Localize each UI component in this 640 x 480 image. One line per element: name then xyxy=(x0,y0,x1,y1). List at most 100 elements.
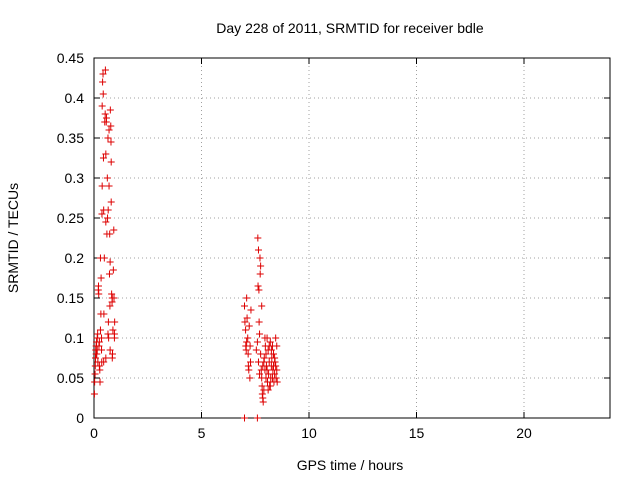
data-point xyxy=(98,102,106,110)
data-point xyxy=(110,330,118,338)
y-tick-label: 0.3 xyxy=(65,170,85,186)
data-point xyxy=(107,158,115,166)
data-point xyxy=(265,342,273,350)
data-point xyxy=(98,210,106,218)
data-point xyxy=(259,398,267,406)
data-point xyxy=(90,390,98,398)
data-point xyxy=(257,262,265,270)
data-point xyxy=(96,366,104,374)
data-point xyxy=(106,230,114,238)
data-point xyxy=(106,258,114,266)
data-point xyxy=(104,134,112,142)
grid-lines xyxy=(94,58,610,418)
data-point xyxy=(91,370,99,378)
data-point xyxy=(268,374,276,382)
data-point xyxy=(244,334,252,342)
data-point xyxy=(99,70,107,78)
data-point xyxy=(102,150,110,158)
data-point xyxy=(103,174,111,182)
data-point xyxy=(267,346,275,354)
data-point xyxy=(111,318,119,326)
data-point xyxy=(106,106,114,114)
data-point xyxy=(101,110,109,118)
data-point xyxy=(108,294,116,302)
data-point xyxy=(271,354,279,362)
data-point xyxy=(256,370,264,378)
data-point xyxy=(241,302,248,310)
data-point xyxy=(256,254,264,262)
data-point xyxy=(108,290,116,298)
data-point xyxy=(96,326,104,334)
y-tick-label: 0.45 xyxy=(57,50,84,66)
data-point xyxy=(270,350,278,358)
data-point xyxy=(242,346,250,354)
data-point xyxy=(243,314,251,322)
data-point xyxy=(265,370,273,378)
data-point xyxy=(256,330,264,338)
data-point xyxy=(245,366,253,374)
data-point xyxy=(255,286,263,294)
data-point xyxy=(273,378,281,386)
data-point xyxy=(104,330,112,338)
data-point xyxy=(102,218,110,226)
data-point xyxy=(107,122,115,130)
data-point xyxy=(258,382,266,390)
data-point xyxy=(106,346,114,354)
y-tick-label: 0.25 xyxy=(57,210,84,226)
data-point xyxy=(264,378,272,386)
data-point xyxy=(262,350,270,358)
data-point xyxy=(105,270,113,278)
data-point xyxy=(100,310,108,318)
data-point xyxy=(100,358,108,366)
data-point xyxy=(100,254,108,262)
data-point xyxy=(95,282,103,290)
data-point xyxy=(104,214,112,222)
data-point xyxy=(259,362,267,370)
data-point xyxy=(264,386,272,394)
data-point xyxy=(94,330,102,338)
x-tick-label: 10 xyxy=(301,425,317,441)
x-tick-label: 20 xyxy=(516,425,532,441)
data-point xyxy=(258,374,266,382)
data-point xyxy=(98,334,106,342)
data-point xyxy=(106,302,114,310)
data-point xyxy=(97,274,105,282)
data-point xyxy=(254,282,262,290)
x-tick-label: 0 xyxy=(90,425,98,441)
y-tick-label: 0.4 xyxy=(65,90,85,106)
data-point xyxy=(102,114,110,122)
data-point xyxy=(272,362,280,370)
data-point xyxy=(92,350,100,358)
data-point xyxy=(266,382,274,390)
data-point xyxy=(243,338,251,346)
data-point xyxy=(98,182,106,190)
data-point xyxy=(107,138,115,146)
data-point xyxy=(109,326,117,334)
data-point xyxy=(95,290,103,298)
data-point xyxy=(254,358,262,366)
data-point xyxy=(272,334,280,342)
y-tick-label: 0.15 xyxy=(57,290,84,306)
data-point xyxy=(245,322,253,330)
data-point xyxy=(99,78,107,86)
data-point xyxy=(246,374,254,382)
plot-frame xyxy=(93,57,611,419)
data-point xyxy=(107,198,115,206)
data-point xyxy=(104,318,112,326)
y-tick-label: 0.2 xyxy=(65,250,85,266)
y-tick-label: 0 xyxy=(76,410,84,426)
data-point xyxy=(263,334,271,342)
data-point xyxy=(254,246,262,254)
data-point xyxy=(96,378,104,386)
data-point xyxy=(109,266,117,274)
data-point xyxy=(247,306,255,314)
data-point xyxy=(93,346,101,354)
data-point xyxy=(258,302,266,310)
data-point xyxy=(243,294,251,302)
data-point xyxy=(253,338,261,346)
data-point xyxy=(92,354,100,362)
data-point xyxy=(273,342,281,350)
data-point xyxy=(99,90,107,98)
data-point xyxy=(254,234,262,242)
